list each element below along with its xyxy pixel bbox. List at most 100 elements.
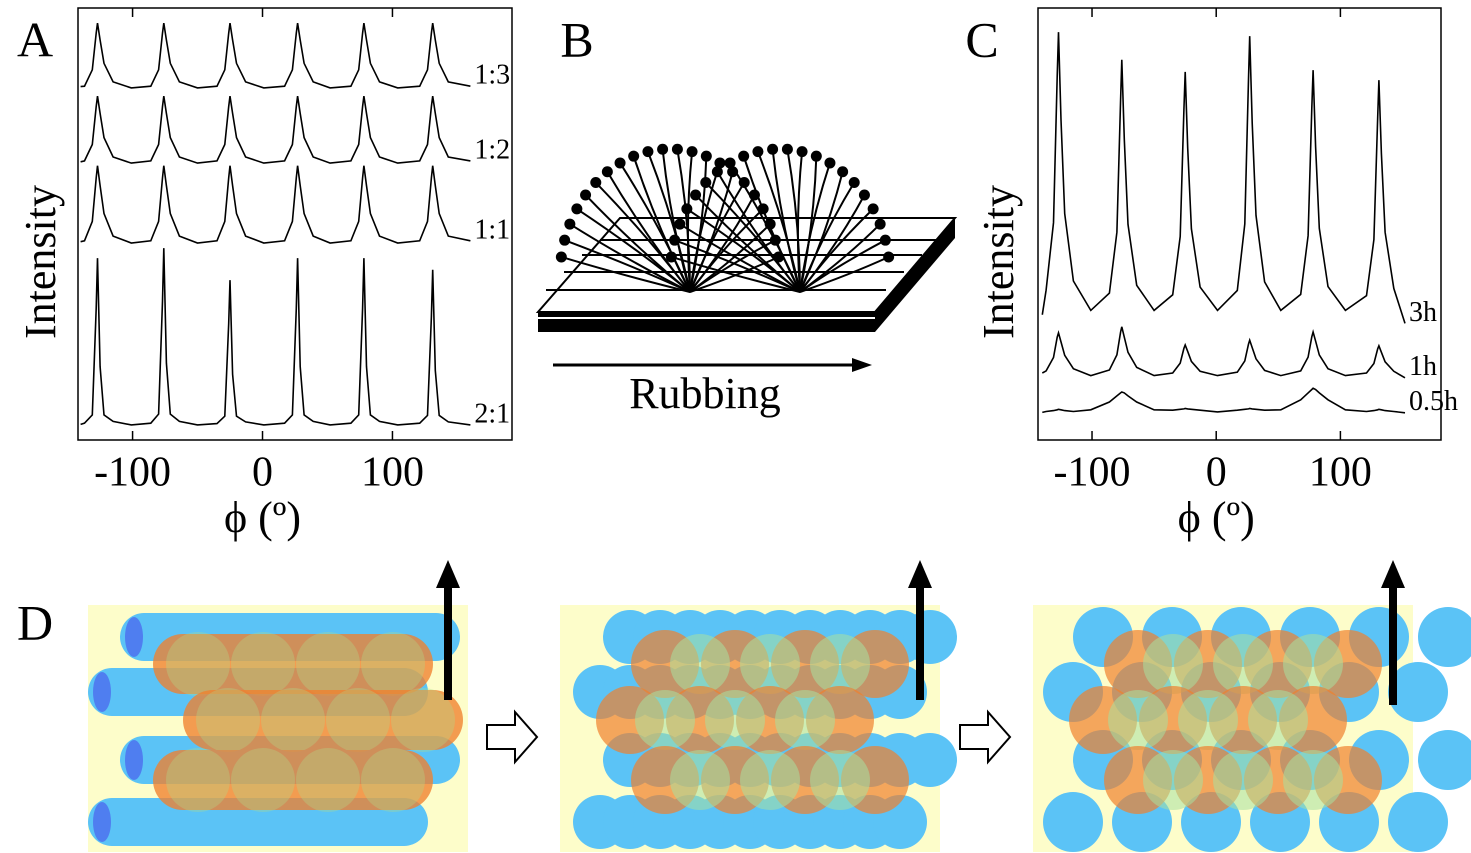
chain [799, 256, 890, 293]
chain [689, 256, 780, 293]
head-group [690, 189, 702, 201]
molecules [546, 143, 940, 293]
micelle [166, 632, 230, 696]
head-group [564, 218, 576, 230]
chain [799, 182, 856, 293]
head-group [824, 157, 836, 169]
head-group [796, 146, 808, 158]
micelle [670, 750, 730, 810]
panel-label: B [560, 11, 593, 67]
chain [796, 151, 804, 293]
head-group [874, 218, 886, 230]
tube-end [93, 672, 111, 712]
head-group [738, 150, 750, 162]
series-label: 2:1 [474, 398, 510, 429]
x-tick-label: -100 [94, 450, 171, 496]
x-tick-label: 0 [1206, 450, 1227, 496]
micelle [361, 748, 425, 812]
chain [584, 194, 691, 293]
micelle [231, 632, 295, 696]
series-label: 0.5h [1409, 386, 1458, 417]
head-group [700, 150, 712, 162]
head-group [601, 166, 613, 178]
chain [561, 256, 691, 293]
head-group [559, 234, 571, 246]
chain [679, 223, 801, 293]
series-line [1041, 32, 1406, 324]
panel-label: A [17, 11, 53, 67]
step-arrow [486, 709, 539, 765]
micelle [1388, 662, 1448, 722]
micelle [1108, 690, 1168, 750]
micelle [261, 688, 325, 752]
tube [183, 690, 463, 750]
head-group [657, 143, 669, 155]
micelle [196, 688, 260, 752]
chain [671, 256, 801, 293]
head-group [681, 203, 693, 215]
head-group [590, 177, 602, 189]
head-group [580, 189, 592, 201]
head-group [837, 166, 849, 178]
tube-end [125, 740, 143, 780]
micelle [1213, 750, 1273, 810]
chain [569, 223, 691, 293]
x-axis-label: ϕ (º) [224, 493, 301, 542]
micelle [361, 632, 425, 696]
head-group [700, 177, 712, 189]
series-line [1041, 326, 1406, 379]
series-line [80, 248, 471, 426]
micelle [810, 634, 870, 694]
micelle [810, 750, 870, 810]
micelle [391, 688, 455, 752]
micelle [1178, 690, 1238, 750]
chain [686, 151, 694, 293]
head-group [752, 146, 764, 158]
series-label: 1:3 [474, 60, 510, 91]
tube [153, 750, 433, 810]
micelle [1418, 730, 1471, 790]
chain [716, 171, 801, 293]
micelle [1143, 634, 1203, 694]
micelle [1043, 792, 1103, 852]
schematic [88, 560, 468, 852]
micelle [1283, 750, 1343, 810]
series-line [1042, 387, 1406, 414]
y-axis-label: Intensity [974, 185, 1023, 339]
head-group [724, 157, 736, 169]
tube-end [125, 617, 143, 657]
head-group [686, 146, 698, 158]
head-group [781, 143, 793, 155]
x-tick-label: 0 [252, 450, 273, 496]
chain [742, 155, 801, 293]
panel-label: C [965, 11, 998, 67]
chain [694, 194, 801, 293]
head-group [867, 203, 879, 215]
micelle [670, 634, 730, 694]
slab-side [875, 218, 955, 332]
panel-label: D [17, 594, 53, 650]
slab-front [538, 312, 875, 332]
head-group [642, 146, 654, 158]
series-line [80, 95, 471, 164]
head-group [671, 143, 683, 155]
chain [771, 149, 801, 293]
micelle [1143, 750, 1203, 810]
arrow-head [436, 560, 460, 588]
head-group [858, 189, 870, 201]
head-group [767, 143, 779, 155]
chain [799, 239, 886, 293]
plot-frame [1037, 7, 1442, 441]
micelle [231, 748, 295, 812]
micelle [166, 748, 230, 812]
tube [153, 634, 433, 694]
head-group [555, 251, 567, 263]
micelle [326, 688, 390, 752]
tube-end [93, 802, 111, 842]
head-group [614, 157, 626, 169]
chain [661, 149, 691, 293]
series-label: 1h [1409, 351, 1437, 382]
y-axis-label: Intensity [16, 185, 65, 339]
